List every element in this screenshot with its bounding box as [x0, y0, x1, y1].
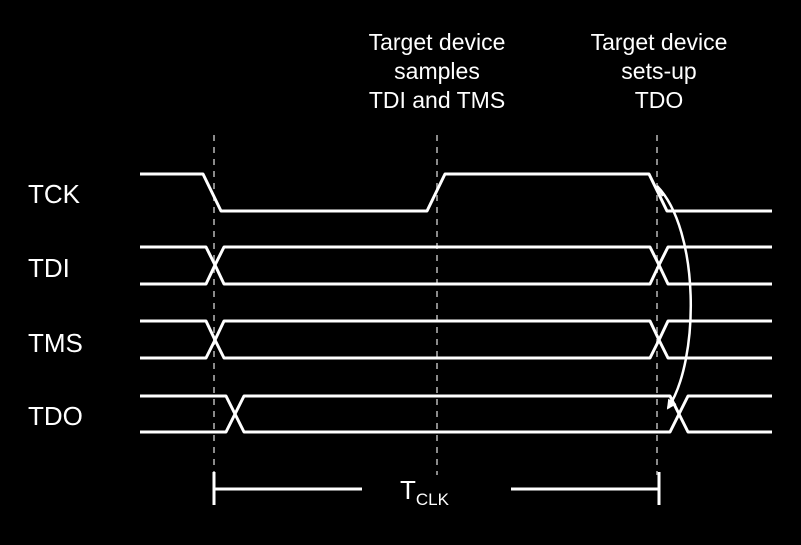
- signal-label-tms: TMS: [28, 328, 83, 358]
- period-label: TCLK: [400, 475, 450, 509]
- tdo-waveform-lower: [140, 412, 772, 434]
- period-label-main: T: [400, 475, 416, 505]
- signal-label-tdi: TDI: [28, 253, 70, 283]
- sample-annotation-line2: samples: [394, 58, 480, 84]
- setup-causality-arrow: [656, 185, 692, 410]
- tms-waveform-lower: [140, 338, 772, 360]
- tdi-waveform-upper: [140, 245, 772, 267]
- tdo-waveform-upper: [140, 394, 772, 416]
- setup-annotation-line3: TDO: [635, 87, 684, 113]
- setup-annotation-line1: Target device: [591, 29, 728, 55]
- signal-label-tdo: TDO: [28, 401, 83, 431]
- setup-annotation-line2: sets-up: [621, 58, 696, 84]
- tms-waveform-upper: [140, 319, 772, 342]
- sample-annotation-line3: TDI and TMS: [369, 87, 505, 113]
- tdi-waveform-lower: [140, 263, 772, 286]
- sample-annotation-line1: Target device: [369, 29, 506, 55]
- tck-waveform: [140, 172, 772, 213]
- tck-edge-arrow-tick: [655, 185, 665, 197]
- signal-label-tck: TCK: [28, 179, 81, 209]
- period-label-sub: CLK: [416, 490, 450, 509]
